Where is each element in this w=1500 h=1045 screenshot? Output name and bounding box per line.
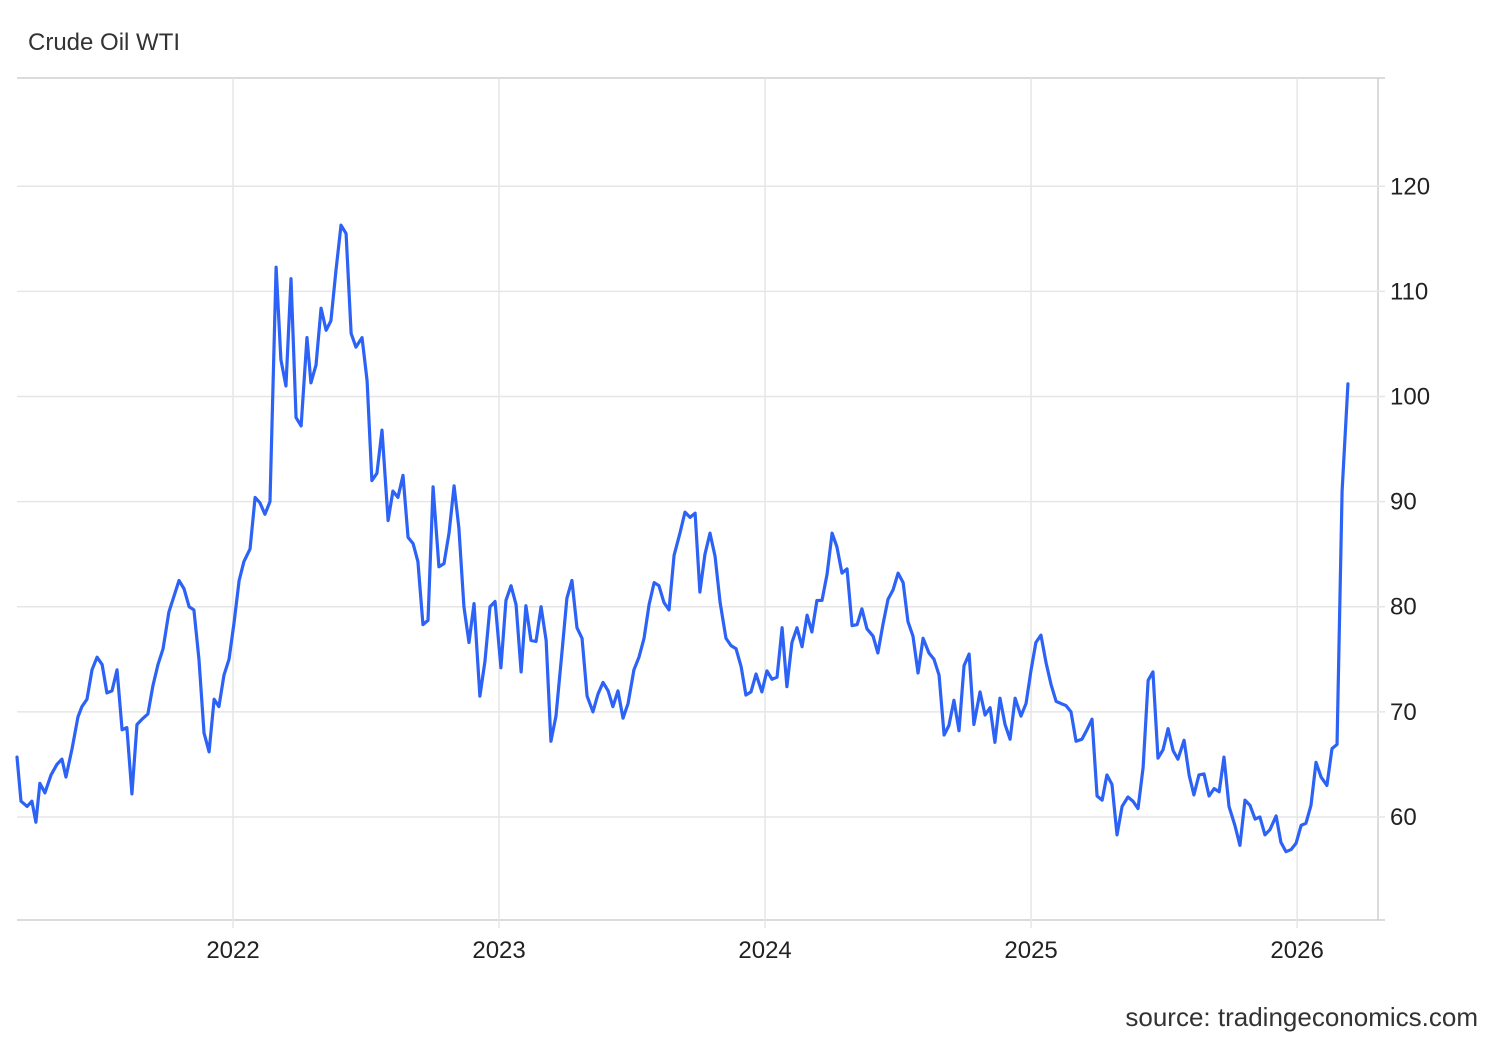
y-tick-label: 90	[1390, 489, 1417, 516]
chart-title: Crude Oil WTI	[28, 29, 180, 56]
y-tick-label: 60	[1390, 804, 1417, 831]
price-line	[15, 223, 1350, 854]
y-tick-label: 70	[1390, 699, 1417, 726]
x-tick-label: 2025	[1004, 937, 1057, 964]
y-tick-label: 110	[1390, 278, 1428, 305]
y-tick-label: 100	[1390, 384, 1430, 411]
x-tick-label: 2026	[1270, 937, 1323, 964]
x-tick-label: 2022	[206, 937, 259, 964]
x-tick-label: 2023	[472, 937, 525, 964]
y-tick-label: 120	[1390, 173, 1430, 200]
source-note: source: tradingeconomics.com	[1125, 1002, 1478, 1032]
y-tick-label: 80	[1390, 594, 1417, 621]
x-tick-label: 2024	[738, 937, 791, 964]
